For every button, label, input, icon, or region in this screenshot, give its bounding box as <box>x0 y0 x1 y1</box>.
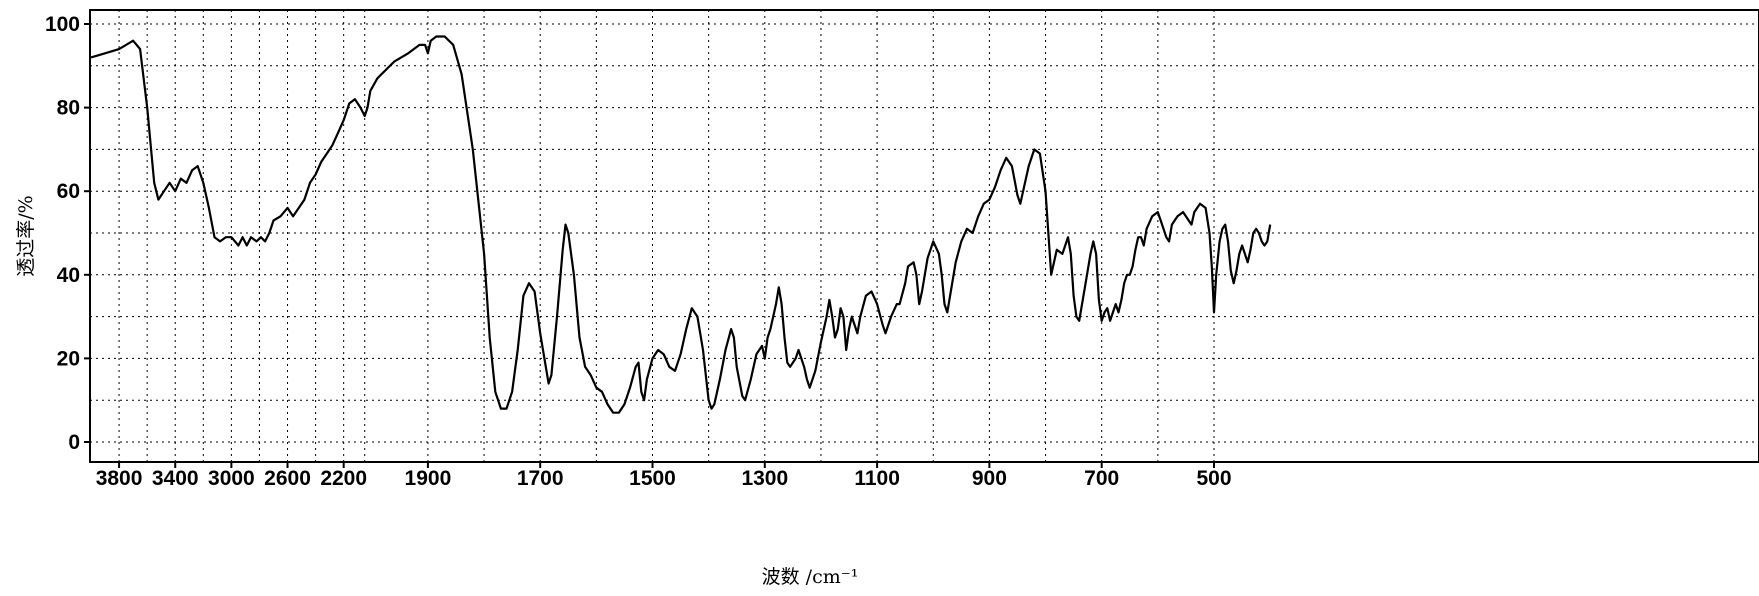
y-tick-label: 80 <box>57 97 80 120</box>
x-tick-label: 2200 <box>320 467 367 490</box>
y-tick-label: 100 <box>45 13 80 36</box>
x-tick-label: 1900 <box>405 467 452 490</box>
y-tick-label: 60 <box>57 180 80 203</box>
x-tick-label: 1500 <box>629 467 676 490</box>
x-tick-label: 1100 <box>854 467 900 490</box>
x-tick-label: 1300 <box>741 467 788 490</box>
y-axis-label: 透过率/% <box>15 195 37 276</box>
y-tick-label: 20 <box>57 347 80 370</box>
plot-frame <box>89 9 1759 463</box>
spectrum-line <box>90 35 1272 414</box>
x-tick-label: 1700 <box>517 467 564 490</box>
x-tick-label: 3800 <box>96 467 143 490</box>
x-tick-label: 900 <box>972 467 1007 490</box>
x-tick-label: 3000 <box>208 467 255 490</box>
x-tick-label: 3400 <box>152 467 199 490</box>
y-tick-label: 40 <box>57 264 80 287</box>
y-tick-label: 0 <box>68 431 80 454</box>
x-tick-label: 2600 <box>264 467 311 490</box>
x-tick-label: 700 <box>1084 467 1119 490</box>
grid-lines <box>90 10 1759 462</box>
x-axis-ticks: 3800 3400 3000 2600 2200 1900 1700 1500 1300 1100… <box>96 462 1232 490</box>
y-axis-ticks: 0 20 40 60 80 100 <box>45 13 90 454</box>
x-tick-label: 500 <box>1196 467 1231 490</box>
x-axis-label: 波数 /cm⁻¹ <box>762 566 859 588</box>
